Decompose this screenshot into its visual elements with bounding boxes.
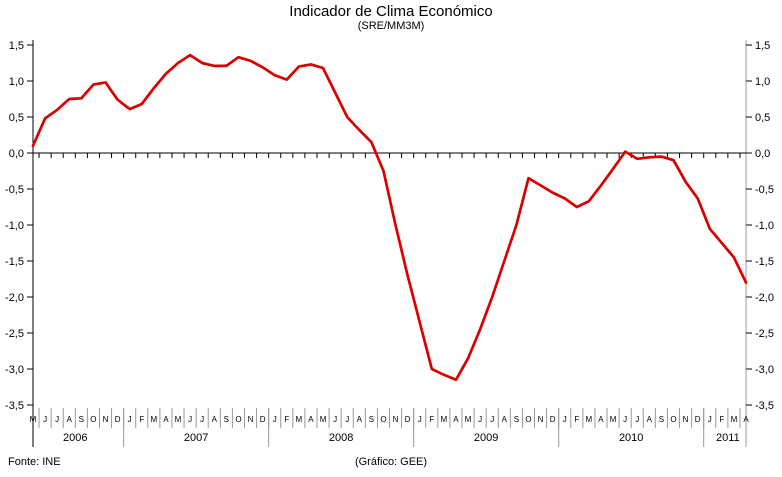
month-label: N bbox=[248, 415, 254, 424]
y-tick-label-left: 0,5 bbox=[9, 112, 24, 124]
month-label: M bbox=[465, 415, 472, 424]
month-label: N bbox=[538, 415, 544, 424]
y-tick-label-right: -3,0 bbox=[755, 364, 774, 376]
month-label: N bbox=[393, 415, 399, 424]
y-tick-label-left: 1,0 bbox=[9, 76, 24, 88]
month-label: O bbox=[380, 415, 386, 424]
y-tick-label-right: -2,5 bbox=[755, 328, 774, 340]
month-label: A bbox=[308, 415, 314, 424]
month-label: F bbox=[574, 415, 579, 424]
month-label: J bbox=[708, 415, 712, 424]
month-label: J bbox=[43, 415, 47, 424]
month-label: A bbox=[67, 415, 73, 424]
chart-title: Indicador de Clima Económico bbox=[289, 3, 493, 20]
y-tick-label-right: 0,0 bbox=[755, 148, 770, 160]
year-label: 2009 bbox=[474, 432, 498, 444]
chart-source-note: Fonte: INE bbox=[8, 456, 61, 468]
month-label: J bbox=[623, 415, 627, 424]
month-label: S bbox=[79, 415, 84, 424]
month-label: M bbox=[610, 415, 617, 424]
month-label: S bbox=[659, 415, 664, 424]
y-tick-label-right: 1,0 bbox=[755, 76, 770, 88]
month-label: S bbox=[514, 415, 519, 424]
month-label: O bbox=[235, 415, 241, 424]
month-label: A bbox=[163, 415, 169, 424]
month-label: A bbox=[598, 415, 604, 424]
y-tick-label-left: -1,0 bbox=[5, 220, 24, 232]
month-label: M bbox=[296, 415, 303, 424]
month-label: A bbox=[743, 415, 749, 424]
month-label: J bbox=[333, 415, 337, 424]
month-label: J bbox=[128, 415, 132, 424]
month-label: M bbox=[175, 415, 182, 424]
month-label: M bbox=[151, 415, 158, 424]
month-label: M bbox=[731, 415, 738, 424]
month-label: M bbox=[320, 415, 327, 424]
y-tick-label-right: -1,5 bbox=[755, 256, 774, 268]
y-tick-label-left: -2,0 bbox=[5, 292, 24, 304]
y-tick-label-right: -0,5 bbox=[755, 184, 774, 196]
month-label: D bbox=[550, 415, 556, 424]
month-label: A bbox=[212, 415, 218, 424]
month-label: A bbox=[357, 415, 363, 424]
y-tick-label-right: 0,5 bbox=[755, 112, 770, 124]
year-label: 2010 bbox=[619, 432, 643, 444]
month-label: J bbox=[635, 415, 639, 424]
chart-subtitle: (SRE/MM3M) bbox=[357, 20, 425, 32]
y-tick-label-right: -3,5 bbox=[755, 400, 774, 412]
month-label: M bbox=[586, 415, 593, 424]
year-label: 2011 bbox=[716, 432, 740, 444]
year-label: 2006 bbox=[63, 432, 87, 444]
month-label: O bbox=[670, 415, 676, 424]
month-label: A bbox=[453, 415, 459, 424]
y-tick-label-right: -1,0 bbox=[755, 220, 774, 232]
month-label: F bbox=[719, 415, 724, 424]
month-label: M bbox=[30, 415, 37, 424]
month-label: S bbox=[369, 415, 374, 424]
year-label: 2008 bbox=[329, 432, 353, 444]
y-tick-label-left: -3,5 bbox=[5, 400, 24, 412]
month-label: S bbox=[224, 415, 229, 424]
month-label: J bbox=[188, 415, 192, 424]
month-label: J bbox=[418, 415, 422, 424]
y-tick-label-left: -0,5 bbox=[5, 184, 24, 196]
y-tick-label-right: 1,5 bbox=[755, 40, 770, 52]
month-label: J bbox=[563, 415, 567, 424]
month-label: F bbox=[139, 415, 144, 424]
y-tick-label-left: 1,5 bbox=[9, 40, 24, 52]
series-line bbox=[31, 53, 748, 382]
month-label: D bbox=[260, 415, 266, 424]
month-label: M bbox=[441, 415, 448, 424]
year-label: 2007 bbox=[184, 432, 208, 444]
month-label: N bbox=[683, 415, 689, 424]
month-label: J bbox=[345, 415, 349, 424]
month-label: J bbox=[273, 415, 277, 424]
month-label: A bbox=[647, 415, 653, 424]
month-label: N bbox=[103, 415, 109, 424]
month-label: J bbox=[490, 415, 494, 424]
y-tick-label-left: -1,5 bbox=[5, 256, 24, 268]
month-label: J bbox=[478, 415, 482, 424]
y-tick-label-left: -2,5 bbox=[5, 328, 24, 340]
month-label: O bbox=[90, 415, 96, 424]
month-label: F bbox=[284, 415, 289, 424]
month-label: D bbox=[695, 415, 701, 424]
y-tick-label-right: -2,0 bbox=[755, 292, 774, 304]
month-label: A bbox=[502, 415, 508, 424]
month-label: F bbox=[429, 415, 434, 424]
month-label: D bbox=[405, 415, 411, 424]
month-label: O bbox=[525, 415, 531, 424]
y-tick-label-left: 0,0 bbox=[9, 148, 24, 160]
month-label: J bbox=[55, 415, 59, 424]
month-label: J bbox=[200, 415, 204, 424]
chart-credit-note: (Gráfico: GEE) bbox=[354, 456, 428, 468]
month-label: D bbox=[115, 415, 121, 424]
y-tick-label-left: -3,0 bbox=[5, 364, 24, 376]
